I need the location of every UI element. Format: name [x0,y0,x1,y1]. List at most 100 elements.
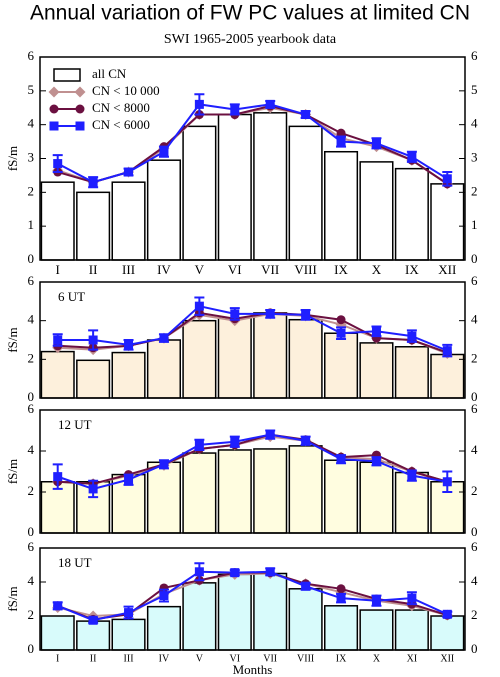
marker [53,601,63,611]
x-tick-label: II [89,262,98,277]
marker [88,335,98,345]
marker [301,310,311,320]
marker [265,430,275,440]
x-tick-label: IV [159,653,170,664]
bar [217,317,252,399]
marker [159,591,169,601]
bar [324,150,359,261]
bar [430,615,465,651]
marker [407,471,417,481]
x-tick-label: VII [261,262,279,277]
series-line [57,570,448,622]
marker [53,472,63,482]
legend-marker [49,104,59,114]
bar [76,191,111,261]
marker [336,454,346,464]
bar [359,342,394,399]
y-tick-label: 4 [28,442,35,457]
y-tick-label: 5 [471,82,478,97]
y-tick-label: 4 [471,312,478,327]
marker [230,437,240,447]
bar [359,609,394,651]
y-axis-label: fS/m [5,459,20,484]
y-axis-label: fS/m [5,327,20,352]
y-tick-label: 2 [28,483,35,498]
x-tick-label: III [122,262,135,277]
x-tick-label: VIII [297,653,314,664]
bar [253,112,288,261]
plot-frame [39,547,466,651]
y-tick-label: 6 [28,401,35,416]
legend-marker [75,121,85,131]
legend-marker [49,121,59,131]
marker [194,301,204,311]
marker [194,440,204,450]
marker [159,147,169,157]
bar [324,332,359,399]
chart-subtitle: SWI 1965-2005 yearbook data [164,32,337,47]
x-tick-label: IX [405,262,419,277]
marker [88,615,98,625]
y-tick-label: 6 [471,539,478,554]
bar [288,125,323,261]
series-line [57,433,448,485]
marker [230,568,240,578]
y-tick-label: 6 [28,48,35,63]
bar [76,481,111,534]
y-tick-label: 6 [28,273,35,288]
legend-marker [74,86,86,98]
y-tick-label: 0 [471,389,478,404]
marker [371,138,381,148]
x-axis-label: Months [233,662,273,677]
bar [394,471,429,534]
bar [288,318,323,399]
y-tick-label: 6 [471,401,478,416]
y-tick-label: 3 [471,149,478,164]
y-tick-label: 4 [28,116,35,131]
marker [159,459,169,469]
y-tick-label: 2 [28,350,35,365]
bar [288,445,323,534]
bar [359,161,394,261]
x-tick-label: I [56,262,60,277]
bar [182,452,217,534]
marker [124,167,134,177]
y-axis-label: fS/m [5,586,20,611]
marker [407,593,417,603]
y-tick-label: 2 [471,183,478,198]
x-tick-label: I [56,653,59,664]
marker [265,99,275,109]
bar [394,167,429,261]
marker [230,104,240,114]
marker [124,608,134,618]
y-tick-label: 6 [28,539,35,554]
marker [336,593,346,603]
marker [88,484,98,494]
y-tick-label: 4 [471,116,478,131]
y-tick-label: 1 [471,217,478,232]
marker [53,159,63,169]
x-tick-label: II [90,653,97,664]
marker [301,581,311,591]
y-tick-label: 0 [28,641,35,656]
x-tick-label: VIII [294,262,316,277]
bar [111,618,146,651]
marker [124,475,134,485]
bar [430,183,465,261]
legend-swatch [53,68,81,82]
marker [336,137,346,147]
x-tick-label: V [195,262,205,277]
y-tick-label: 0 [471,524,478,539]
marker [442,609,452,619]
bar [111,181,146,261]
marker [371,596,381,606]
legend-label: CN < 10 000 [92,83,160,98]
y-tick-label: 0 [471,641,478,656]
series-line [57,433,448,490]
plot-frame [39,409,466,534]
chart-title: Annual variation of FW PC values at limi… [30,2,470,25]
y-tick-label: 2 [28,607,35,622]
series-line [57,305,448,352]
y-tick-label: 3 [28,149,35,164]
